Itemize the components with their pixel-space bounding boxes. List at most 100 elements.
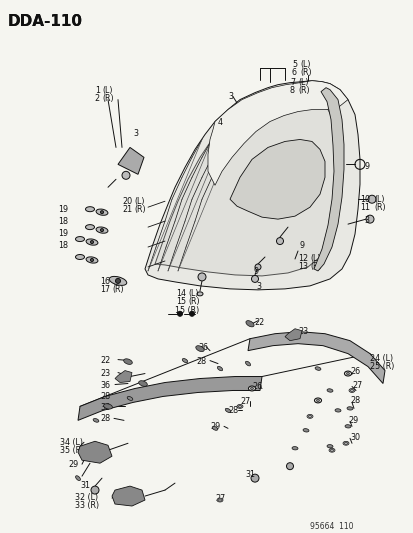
Circle shape — [281, 201, 287, 207]
Ellipse shape — [75, 237, 84, 241]
Text: (R): (R) — [299, 68, 311, 77]
Text: 3: 3 — [228, 92, 233, 101]
Circle shape — [122, 171, 130, 179]
Circle shape — [367, 195, 375, 203]
Text: 13: 13 — [297, 262, 307, 271]
Text: 3: 3 — [255, 282, 260, 291]
Ellipse shape — [93, 418, 99, 422]
Text: 21: 21 — [122, 205, 132, 214]
Polygon shape — [78, 376, 261, 421]
Circle shape — [100, 211, 103, 214]
Text: 7: 7 — [289, 78, 294, 87]
Circle shape — [197, 273, 206, 281]
Text: 12: 12 — [297, 254, 307, 263]
Text: 9: 9 — [254, 267, 259, 276]
Text: 14: 14 — [176, 289, 185, 298]
Text: 19: 19 — [58, 229, 68, 238]
Text: 36: 36 — [100, 403, 110, 413]
Ellipse shape — [138, 381, 147, 386]
Ellipse shape — [302, 429, 308, 432]
Ellipse shape — [348, 389, 354, 392]
Text: 4: 4 — [218, 118, 223, 126]
Ellipse shape — [344, 425, 350, 428]
Text: 10: 10 — [359, 195, 369, 204]
Circle shape — [304, 171, 310, 177]
Ellipse shape — [212, 426, 217, 430]
Ellipse shape — [248, 386, 255, 391]
Text: 36: 36 — [197, 343, 207, 352]
Text: 3: 3 — [133, 130, 138, 139]
Ellipse shape — [342, 441, 348, 445]
Ellipse shape — [127, 397, 133, 400]
Text: (R): (R) — [309, 262, 321, 271]
Text: 34 (L): 34 (L) — [60, 438, 83, 447]
Ellipse shape — [346, 407, 352, 410]
Text: 18: 18 — [58, 241, 68, 250]
Text: 8: 8 — [289, 86, 294, 95]
Ellipse shape — [236, 405, 242, 408]
Circle shape — [286, 463, 293, 470]
Ellipse shape — [96, 209, 108, 215]
Text: 32 (L): 32 (L) — [75, 493, 98, 502]
Text: DDA-110: DDA-110 — [8, 14, 83, 29]
Text: (R): (R) — [112, 285, 123, 294]
Text: 11: 11 — [359, 203, 369, 212]
Ellipse shape — [245, 361, 250, 366]
Text: 29: 29 — [347, 416, 357, 425]
Text: 35 (R): 35 (R) — [60, 446, 84, 455]
Text: 9: 9 — [299, 241, 304, 250]
Circle shape — [90, 259, 93, 262]
Text: (L): (L) — [112, 277, 122, 286]
Ellipse shape — [182, 359, 187, 362]
Circle shape — [100, 229, 103, 232]
Ellipse shape — [85, 224, 94, 230]
Text: 28: 28 — [100, 414, 110, 423]
Text: 26: 26 — [349, 367, 359, 376]
Ellipse shape — [103, 403, 112, 409]
Text: (R): (R) — [134, 205, 145, 214]
Text: 1: 1 — [95, 86, 100, 95]
Text: 17: 17 — [100, 285, 110, 294]
Text: 2: 2 — [95, 94, 100, 103]
Text: 16: 16 — [100, 277, 110, 286]
Ellipse shape — [291, 447, 297, 450]
Text: 22: 22 — [254, 318, 263, 327]
Text: 6: 6 — [291, 68, 296, 77]
Ellipse shape — [123, 359, 132, 365]
Text: (L): (L) — [373, 195, 384, 204]
Ellipse shape — [197, 292, 202, 296]
Text: 31: 31 — [80, 481, 90, 490]
Circle shape — [189, 311, 194, 316]
Circle shape — [250, 474, 259, 482]
Text: (L): (L) — [297, 78, 308, 87]
Text: 25 (R): 25 (R) — [369, 361, 394, 370]
Text: 29: 29 — [209, 422, 220, 431]
Text: 27: 27 — [351, 381, 361, 390]
Text: (L): (L) — [134, 197, 144, 206]
Polygon shape — [115, 370, 132, 383]
Circle shape — [90, 240, 93, 244]
Circle shape — [115, 278, 120, 284]
Text: 23: 23 — [297, 327, 307, 336]
Text: 27: 27 — [240, 398, 249, 407]
Ellipse shape — [76, 476, 80, 481]
Ellipse shape — [326, 445, 332, 448]
Text: 19: 19 — [58, 205, 68, 214]
Polygon shape — [284, 329, 301, 341]
Circle shape — [271, 158, 277, 164]
Text: (R): (R) — [102, 94, 113, 103]
Text: 28: 28 — [100, 392, 110, 401]
Text: DDA-110: DDA-110 — [8, 14, 83, 29]
Text: 15 (R): 15 (R) — [175, 306, 199, 315]
Polygon shape — [112, 486, 145, 506]
Polygon shape — [154, 99, 337, 276]
Ellipse shape — [314, 367, 320, 370]
Circle shape — [251, 276, 258, 282]
Circle shape — [256, 206, 262, 212]
Text: (R): (R) — [188, 297, 199, 306]
Text: 15: 15 — [176, 297, 186, 306]
Polygon shape — [247, 332, 384, 384]
Text: 29: 29 — [68, 460, 78, 469]
Ellipse shape — [306, 415, 312, 418]
Circle shape — [91, 486, 99, 494]
